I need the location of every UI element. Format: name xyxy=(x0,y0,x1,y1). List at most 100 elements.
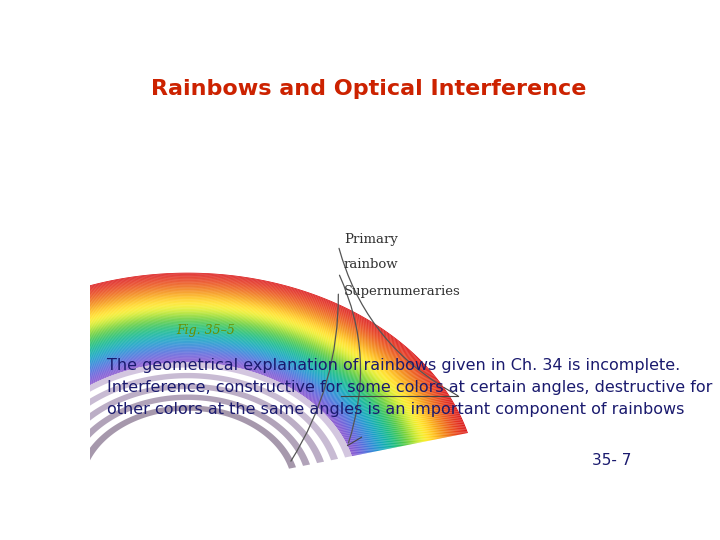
Polygon shape xyxy=(0,273,468,433)
Polygon shape xyxy=(0,335,387,449)
Polygon shape xyxy=(0,341,379,451)
Polygon shape xyxy=(0,291,445,438)
Polygon shape xyxy=(0,302,429,441)
Polygon shape xyxy=(14,355,361,454)
Polygon shape xyxy=(0,343,377,451)
Polygon shape xyxy=(0,318,409,445)
Polygon shape xyxy=(0,306,425,442)
Polygon shape xyxy=(12,353,364,454)
Polygon shape xyxy=(0,316,411,444)
Polygon shape xyxy=(0,283,454,436)
Polygon shape xyxy=(0,278,462,435)
Polygon shape xyxy=(51,384,324,463)
Polygon shape xyxy=(19,359,356,456)
Polygon shape xyxy=(0,344,375,451)
Polygon shape xyxy=(0,326,400,447)
Polygon shape xyxy=(0,324,401,447)
Polygon shape xyxy=(0,319,408,445)
Polygon shape xyxy=(6,349,369,453)
Polygon shape xyxy=(0,322,404,446)
Polygon shape xyxy=(4,347,372,453)
Polygon shape xyxy=(0,332,392,448)
Polygon shape xyxy=(0,300,432,440)
Polygon shape xyxy=(0,328,395,448)
Polygon shape xyxy=(0,314,414,444)
Polygon shape xyxy=(0,342,378,451)
Polygon shape xyxy=(0,304,428,441)
Polygon shape xyxy=(0,285,451,436)
Polygon shape xyxy=(0,288,448,437)
Text: Supernumeraries: Supernumeraries xyxy=(344,285,461,298)
Polygon shape xyxy=(0,275,465,434)
Polygon shape xyxy=(17,357,358,455)
Polygon shape xyxy=(0,321,405,446)
Polygon shape xyxy=(0,331,392,448)
Polygon shape xyxy=(0,291,444,438)
Polygon shape xyxy=(0,323,402,446)
Polygon shape xyxy=(0,310,418,443)
Polygon shape xyxy=(19,359,357,455)
Polygon shape xyxy=(9,351,366,454)
Polygon shape xyxy=(20,360,355,456)
Polygon shape xyxy=(14,355,361,455)
Polygon shape xyxy=(22,361,353,456)
Polygon shape xyxy=(0,333,390,449)
Polygon shape xyxy=(0,287,449,437)
Polygon shape xyxy=(0,314,415,444)
Polygon shape xyxy=(0,337,385,450)
Text: Fig. 35–5: Fig. 35–5 xyxy=(176,325,235,338)
Polygon shape xyxy=(0,339,382,450)
Polygon shape xyxy=(0,309,420,443)
Polygon shape xyxy=(0,293,442,438)
Polygon shape xyxy=(0,315,413,444)
Polygon shape xyxy=(13,354,363,454)
Polygon shape xyxy=(0,320,407,446)
Polygon shape xyxy=(0,340,381,450)
Polygon shape xyxy=(0,322,403,446)
Polygon shape xyxy=(0,313,415,443)
Polygon shape xyxy=(0,277,462,434)
Polygon shape xyxy=(0,284,454,436)
Polygon shape xyxy=(0,320,406,445)
Polygon shape xyxy=(22,361,354,456)
Polygon shape xyxy=(0,341,380,451)
Polygon shape xyxy=(79,406,296,469)
Polygon shape xyxy=(1,345,374,452)
Polygon shape xyxy=(0,308,422,442)
Polygon shape xyxy=(0,306,426,442)
Polygon shape xyxy=(0,290,446,437)
Polygon shape xyxy=(0,338,383,450)
Polygon shape xyxy=(0,274,466,434)
Polygon shape xyxy=(0,281,457,435)
Polygon shape xyxy=(8,350,367,453)
Polygon shape xyxy=(0,301,431,441)
Polygon shape xyxy=(5,348,370,453)
Polygon shape xyxy=(0,312,418,443)
Polygon shape xyxy=(23,362,352,457)
Polygon shape xyxy=(11,353,364,454)
Polygon shape xyxy=(0,286,451,437)
Polygon shape xyxy=(0,298,435,440)
Polygon shape xyxy=(0,302,431,441)
Text: The geometrical explanation of rainbows given in Ch. 34 is incomplete.
Interfere: The geometrical explanation of rainbows … xyxy=(107,358,712,417)
Polygon shape xyxy=(0,296,438,439)
Polygon shape xyxy=(0,300,433,440)
Polygon shape xyxy=(0,312,417,443)
Polygon shape xyxy=(0,276,463,434)
Polygon shape xyxy=(0,303,428,441)
Polygon shape xyxy=(3,347,372,452)
Polygon shape xyxy=(0,308,423,442)
Polygon shape xyxy=(0,285,452,436)
Polygon shape xyxy=(0,329,395,448)
Polygon shape xyxy=(0,273,467,433)
Polygon shape xyxy=(0,325,400,447)
Polygon shape xyxy=(0,327,397,447)
Polygon shape xyxy=(0,288,449,437)
Polygon shape xyxy=(10,352,366,454)
Polygon shape xyxy=(0,294,441,438)
Polygon shape xyxy=(0,307,423,442)
Polygon shape xyxy=(0,299,434,440)
Polygon shape xyxy=(0,280,458,435)
Polygon shape xyxy=(37,373,338,460)
Polygon shape xyxy=(0,338,384,450)
